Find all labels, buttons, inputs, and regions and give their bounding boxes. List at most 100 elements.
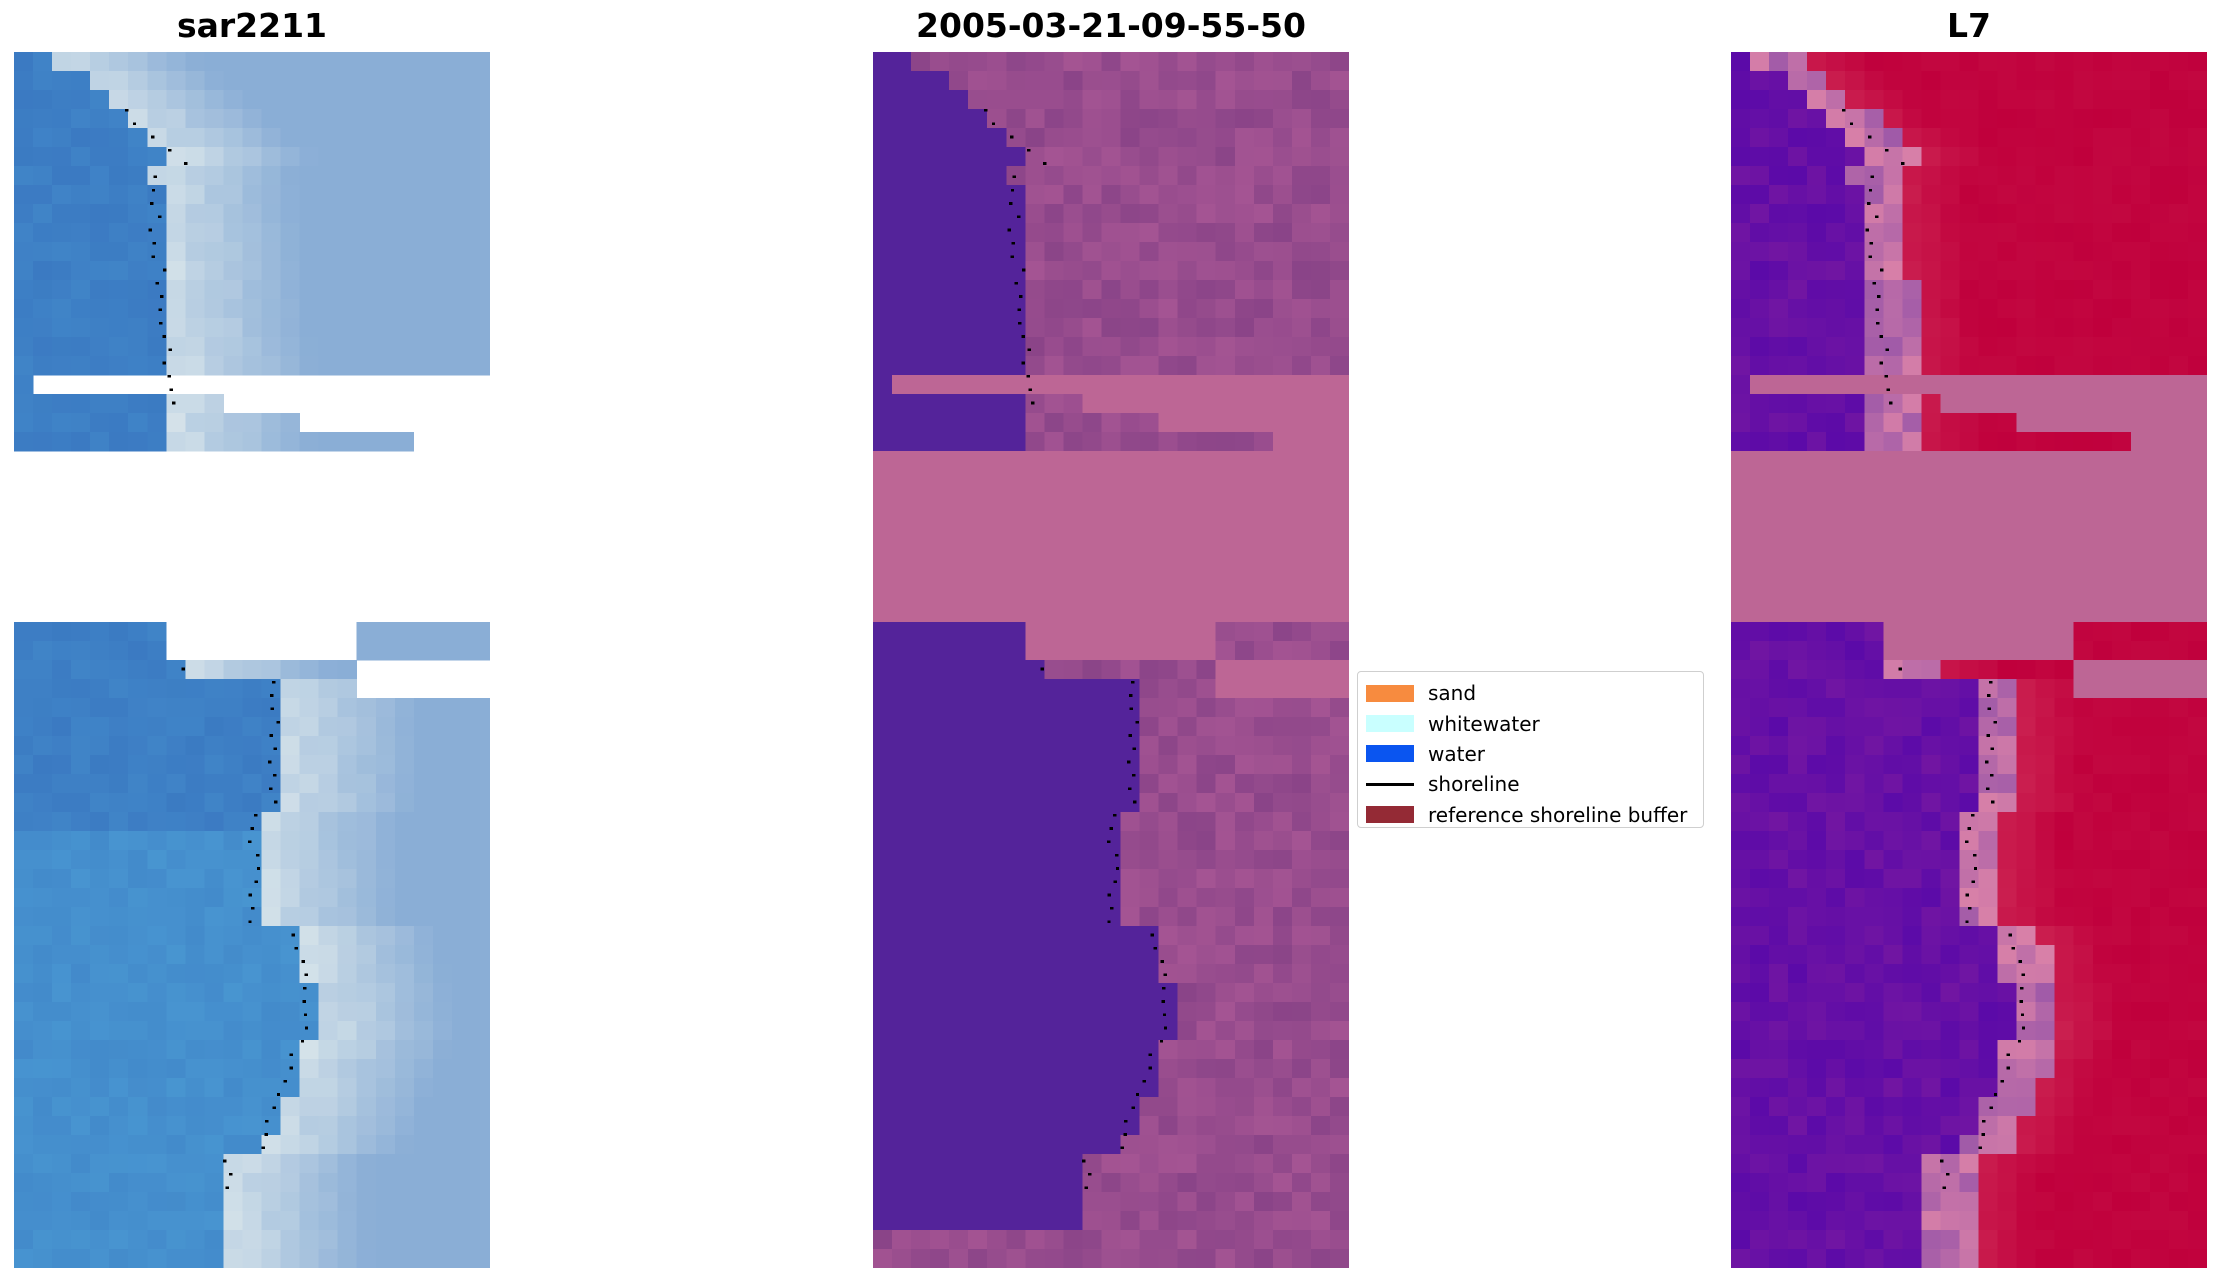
pixel (1196, 261, 1217, 281)
pixel (33, 983, 53, 1003)
pixel (2149, 565, 2170, 585)
pixel (930, 242, 950, 262)
pixel (2054, 432, 2075, 452)
shoreline-dot (1939, 1159, 1944, 1163)
pixel (1101, 413, 1121, 433)
pixel (1158, 280, 1179, 300)
pixel (1807, 1230, 1827, 1250)
pixel (1063, 52, 1083, 72)
pixel (1845, 565, 1865, 585)
pixel (1253, 280, 1274, 300)
pixel (1807, 71, 1827, 91)
pixel (873, 375, 893, 395)
pixel (1731, 1192, 1751, 1212)
pixel (2016, 356, 2037, 376)
pixel (356, 1192, 377, 1212)
pixel (1234, 204, 1255, 224)
pixel (1177, 128, 1198, 148)
pixel (1063, 926, 1083, 946)
pixel (432, 109, 453, 129)
pixel (413, 1002, 434, 1022)
pixel (318, 1230, 339, 1250)
pixel (2168, 1154, 2189, 1174)
pixel (1997, 52, 2017, 72)
pixel (280, 1002, 300, 1022)
pixel (33, 831, 53, 851)
pixel (1120, 280, 1140, 300)
pixel (892, 185, 912, 205)
pixel (1883, 907, 1903, 927)
pixel (1788, 356, 1808, 376)
pixel (356, 128, 377, 148)
pixel (432, 318, 453, 338)
pixel (394, 698, 415, 718)
pixel (451, 945, 472, 965)
pixel (949, 147, 969, 167)
pixel (1044, 128, 1064, 148)
shoreline-dot (1868, 135, 1872, 139)
pixel (930, 1192, 950, 1212)
pixel (375, 204, 396, 224)
pixel (1101, 1135, 1121, 1155)
pixel (1139, 527, 1159, 547)
pixel (2054, 413, 2075, 433)
pixel (1921, 717, 1941, 737)
pixel (968, 280, 988, 300)
pixel (1329, 413, 1349, 433)
pixel (1788, 698, 1808, 718)
pixel (1940, 451, 1960, 471)
pixel (987, 204, 1007, 224)
pixel (968, 242, 988, 262)
pixel (1845, 1211, 1865, 1231)
pixel (968, 1097, 988, 1117)
pixel (2073, 812, 2094, 832)
pixel (375, 280, 396, 300)
pixel (1731, 261, 1751, 281)
pixel (375, 432, 396, 452)
pixel (1025, 489, 1045, 509)
pixel (1215, 1154, 1236, 1174)
pixel (1845, 907, 1865, 927)
pixel (1750, 318, 1770, 338)
pixel (987, 280, 1007, 300)
pixel (2130, 774, 2151, 794)
pixel (2149, 280, 2170, 300)
pixel (1196, 527, 1217, 547)
pixel (1101, 831, 1121, 851)
pixel (1807, 489, 1827, 509)
pixel (1253, 1154, 1274, 1174)
pixel (1902, 1154, 1922, 1174)
shoreline-dot (272, 1106, 277, 1110)
shoreline-dot (1026, 375, 1030, 378)
pixel (52, 1002, 72, 1022)
pixel (128, 717, 148, 737)
pixel (2168, 71, 2189, 91)
pixel (1291, 413, 1312, 433)
pixel (1329, 755, 1349, 775)
pixel (90, 337, 110, 357)
pixel (1139, 546, 1159, 566)
pixel (1807, 907, 1827, 927)
pixel (1940, 812, 1960, 832)
pixel (413, 1040, 434, 1060)
pixel (1215, 1135, 1236, 1155)
pixel (1044, 907, 1064, 927)
pixel (1329, 926, 1349, 946)
pixel (375, 242, 396, 262)
pixel (2130, 1135, 2151, 1155)
pixel (1025, 223, 1045, 243)
pixel (71, 1135, 91, 1155)
pixel (109, 128, 129, 148)
pixel (1310, 508, 1331, 528)
pixel (1006, 90, 1026, 110)
pixel (223, 223, 243, 243)
pixel (2035, 1021, 2056, 1041)
pixel (33, 736, 53, 756)
pixel (1826, 318, 1846, 338)
pixel (987, 147, 1007, 167)
pixel (413, 204, 434, 224)
pixel (1120, 1249, 1140, 1268)
pixel (2016, 1078, 2037, 1098)
pixel (2168, 945, 2189, 965)
pixel (1120, 261, 1140, 281)
